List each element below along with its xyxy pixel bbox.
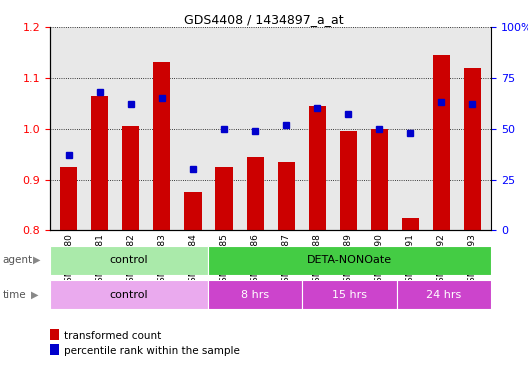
Text: ▶: ▶ <box>33 255 41 265</box>
Text: 8 hrs: 8 hrs <box>241 290 269 300</box>
Bar <box>309 106 326 230</box>
Bar <box>402 218 419 230</box>
Bar <box>215 167 232 230</box>
Bar <box>433 55 450 230</box>
Text: control: control <box>110 255 148 265</box>
Text: 15 hrs: 15 hrs <box>332 290 367 300</box>
Text: 24 hrs: 24 hrs <box>426 290 461 300</box>
Bar <box>50 246 208 275</box>
Bar <box>60 167 77 230</box>
Bar <box>91 96 108 230</box>
Bar <box>50 280 208 309</box>
Text: DETA-NONOate: DETA-NONOate <box>307 255 392 265</box>
Bar <box>208 246 491 275</box>
Bar <box>184 192 202 230</box>
Bar <box>397 280 491 309</box>
Bar <box>154 63 171 230</box>
Bar <box>208 280 302 309</box>
Text: GDS4408 / 1434897_a_at: GDS4408 / 1434897_a_at <box>184 13 344 26</box>
Bar <box>302 280 397 309</box>
Bar <box>122 126 139 230</box>
Text: percentile rank within the sample: percentile rank within the sample <box>64 346 240 356</box>
Text: control: control <box>110 290 148 300</box>
Text: time: time <box>3 290 26 300</box>
Bar <box>278 162 295 230</box>
Text: agent: agent <box>3 255 33 265</box>
Bar <box>247 157 263 230</box>
Bar <box>340 131 357 230</box>
Bar <box>464 68 481 230</box>
Bar <box>371 129 388 230</box>
Text: transformed count: transformed count <box>64 331 161 341</box>
Text: ▶: ▶ <box>31 290 38 300</box>
